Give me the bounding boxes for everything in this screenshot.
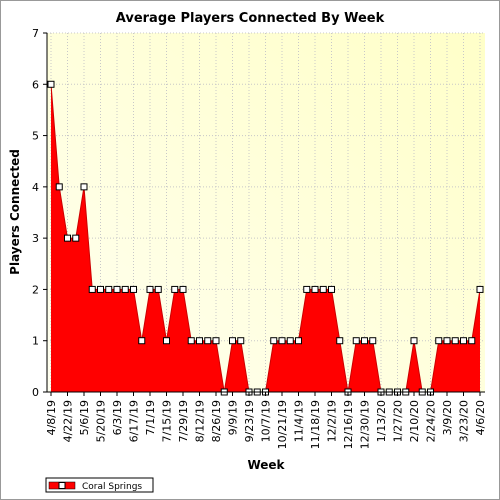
x-tick-label: 7/1/19 [144,400,157,435]
data-point [361,337,368,345]
x-tick-label: 11/18/19 [309,400,322,449]
data-point [229,337,236,345]
x-tick-label: 3/23/20 [458,400,471,442]
chart-title: Average Players Connected By Week [116,11,385,26]
data-point [328,285,335,293]
x-tick-label: 4/8/19 [45,400,58,435]
series-area-fill [51,84,480,393]
y-axis-label: Players Connected [8,149,22,275]
x-tick-label: 1/27/20 [392,400,405,442]
x-tick-label: 7/29/19 [177,400,190,442]
data-point [336,337,344,345]
data-point [468,337,476,345]
y-tick-label: 0 [32,386,39,399]
y-tick-label: 3 [32,232,39,245]
data-point [130,285,137,293]
x-tick-label: 6/3/19 [111,400,124,435]
y-tick-label: 6 [32,78,39,91]
x-tick-label: 1/13/20 [375,400,388,442]
x-axis-ticks: 4/8/19 4/22/19 5/6/19 5/20/19 6/3/19 6/17/19 7… [45,392,487,449]
y-tick-label: 2 [32,283,39,296]
data-point [369,337,377,345]
x-tick-label: 4/6/20 [474,400,487,435]
data-point [295,337,302,345]
data-point [204,337,212,345]
data-point [105,285,113,293]
data-point [237,337,245,345]
data-point [72,234,80,242]
data-point [303,285,311,293]
data-point [451,337,459,345]
data-point [212,337,220,345]
data-point [171,285,179,293]
legend-marker-icon [58,482,66,489]
data-point [460,337,467,345]
x-tick-label: 8/26/19 [210,400,223,442]
data-point [179,285,187,293]
data-point [113,285,121,293]
x-tick-label: 12/2/19 [326,400,339,442]
x-tick-label: 12/30/19 [359,400,372,449]
y-axis-ticks: 0 1 2 3 4 5 6 7 [32,27,47,399]
data-point [352,337,360,345]
data-point [410,337,418,345]
data-point [443,337,451,345]
x-tick-label: 2/24/20 [425,400,438,442]
data-point [196,337,203,345]
x-axis-label: Week [247,458,285,472]
data-point [97,285,104,293]
x-tick-label: 10/7/19 [260,400,273,442]
data-point [319,285,327,293]
data-point [270,337,278,345]
x-tick-label: 11/4/19 [293,400,306,442]
x-tick-label: 10/21/19 [276,400,289,449]
y-tick-label: 5 [32,130,39,143]
x-tick-label: 5/20/19 [95,400,108,442]
x-tick-label: 4/22/19 [62,400,75,442]
x-tick-label: 3/9/20 [441,400,454,435]
y-tick-label: 4 [32,181,39,194]
data-point [435,337,443,345]
x-tick-label: 7/15/19 [161,400,174,442]
legend-label: Coral Springs [82,482,142,492]
x-tick-label: 2/10/20 [408,400,421,442]
data-point [121,285,129,293]
data-point [187,337,195,345]
data-point [138,337,146,345]
data-point [278,337,286,345]
x-tick-label: 9/9/19 [227,400,240,435]
data-point [286,337,294,345]
x-tick-label: 12/16/19 [342,400,355,449]
data-point [476,285,484,293]
x-tick-label: 9/23/19 [243,400,256,442]
series-markers [47,80,484,396]
data-point [64,234,71,242]
data-point [88,285,96,293]
x-tick-label: 8/12/19 [194,400,207,442]
data-point [80,183,88,191]
y-tick-label: 7 [32,27,39,40]
x-tick-label: 5/6/19 [78,400,91,435]
data-point [154,285,162,293]
y-tick-label: 1 [32,335,39,348]
grid-lines [47,32,485,392]
x-tick-label: 6/17/19 [128,400,141,442]
data-point [55,183,63,191]
data-point [311,285,319,293]
data-point [146,285,154,293]
data-point [47,80,55,88]
legend: Coral Springs [45,477,154,493]
data-point [163,337,170,345]
